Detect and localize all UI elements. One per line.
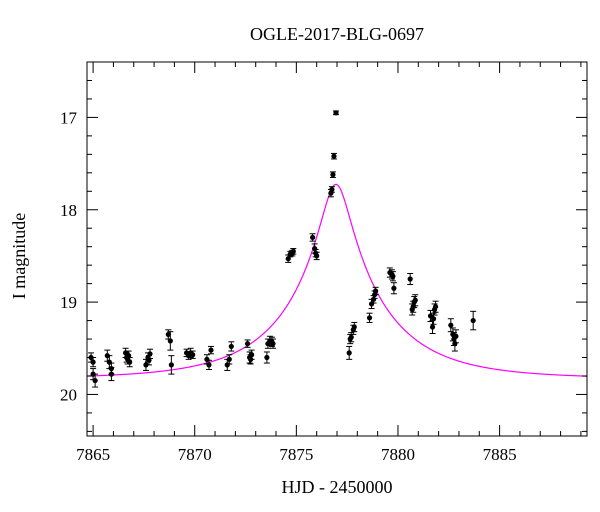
data-point xyxy=(147,351,153,357)
data-point xyxy=(351,324,357,330)
x-axis-label: HJD - 2450000 xyxy=(282,477,393,497)
data-point xyxy=(391,285,397,291)
data-points-layer xyxy=(88,110,477,388)
data-point xyxy=(330,172,336,178)
data-point xyxy=(226,356,232,362)
data-point xyxy=(370,296,377,302)
y-axis-label: I magnitude xyxy=(9,213,29,299)
data-point xyxy=(407,276,413,282)
model-curve xyxy=(86,183,588,377)
data-point xyxy=(452,341,458,347)
x-tick-label: 7875 xyxy=(279,445,313,464)
data-point xyxy=(285,256,291,262)
data-point xyxy=(331,153,337,159)
data-point xyxy=(270,341,276,347)
data-point xyxy=(146,357,152,363)
data-point xyxy=(290,248,296,254)
data-point xyxy=(190,352,196,358)
data-point xyxy=(108,371,114,377)
data-point xyxy=(310,234,316,241)
data-point xyxy=(348,334,354,340)
y-tick-label: 19 xyxy=(60,293,77,312)
chart-title: OGLE-2017-BLG-0697 xyxy=(250,24,424,44)
data-point xyxy=(126,353,132,359)
data-point xyxy=(206,362,212,368)
data-point xyxy=(346,350,352,356)
data-point xyxy=(90,371,96,377)
data-point xyxy=(333,110,339,116)
axes: 7865 7870 7875 7880 7885 17 18 19 20 xyxy=(60,61,588,464)
data-point xyxy=(448,322,454,328)
data-point xyxy=(453,333,459,339)
data-point xyxy=(143,362,149,368)
data-point xyxy=(432,304,439,310)
data-point xyxy=(244,341,251,347)
data-point xyxy=(168,362,174,368)
x-tick-label: 7885 xyxy=(483,445,517,464)
data-point xyxy=(249,352,255,358)
plot-frame xyxy=(86,61,588,437)
data-point xyxy=(470,317,476,324)
data-point xyxy=(366,315,373,321)
data-point xyxy=(228,343,234,350)
data-point xyxy=(127,359,133,365)
data-point xyxy=(165,331,171,338)
data-point xyxy=(312,245,318,252)
data-point xyxy=(167,338,173,344)
model-curve-layer xyxy=(86,183,588,377)
data-point xyxy=(429,324,436,330)
y-tick-label: 18 xyxy=(60,201,77,220)
x-tick-label: 7880 xyxy=(381,445,415,464)
x-tick-label: 7865 xyxy=(76,445,110,464)
y-tick-label: 17 xyxy=(60,108,78,127)
x-tick-label: 7870 xyxy=(178,445,212,464)
data-point xyxy=(264,354,270,361)
data-point xyxy=(208,347,214,353)
y-tick-label: 20 xyxy=(60,385,77,404)
data-point xyxy=(430,316,437,322)
data-point xyxy=(329,186,335,193)
data-point xyxy=(314,253,320,259)
data-point xyxy=(90,359,96,365)
data-point xyxy=(390,273,396,279)
data-point xyxy=(412,297,418,303)
data-point xyxy=(373,288,379,294)
